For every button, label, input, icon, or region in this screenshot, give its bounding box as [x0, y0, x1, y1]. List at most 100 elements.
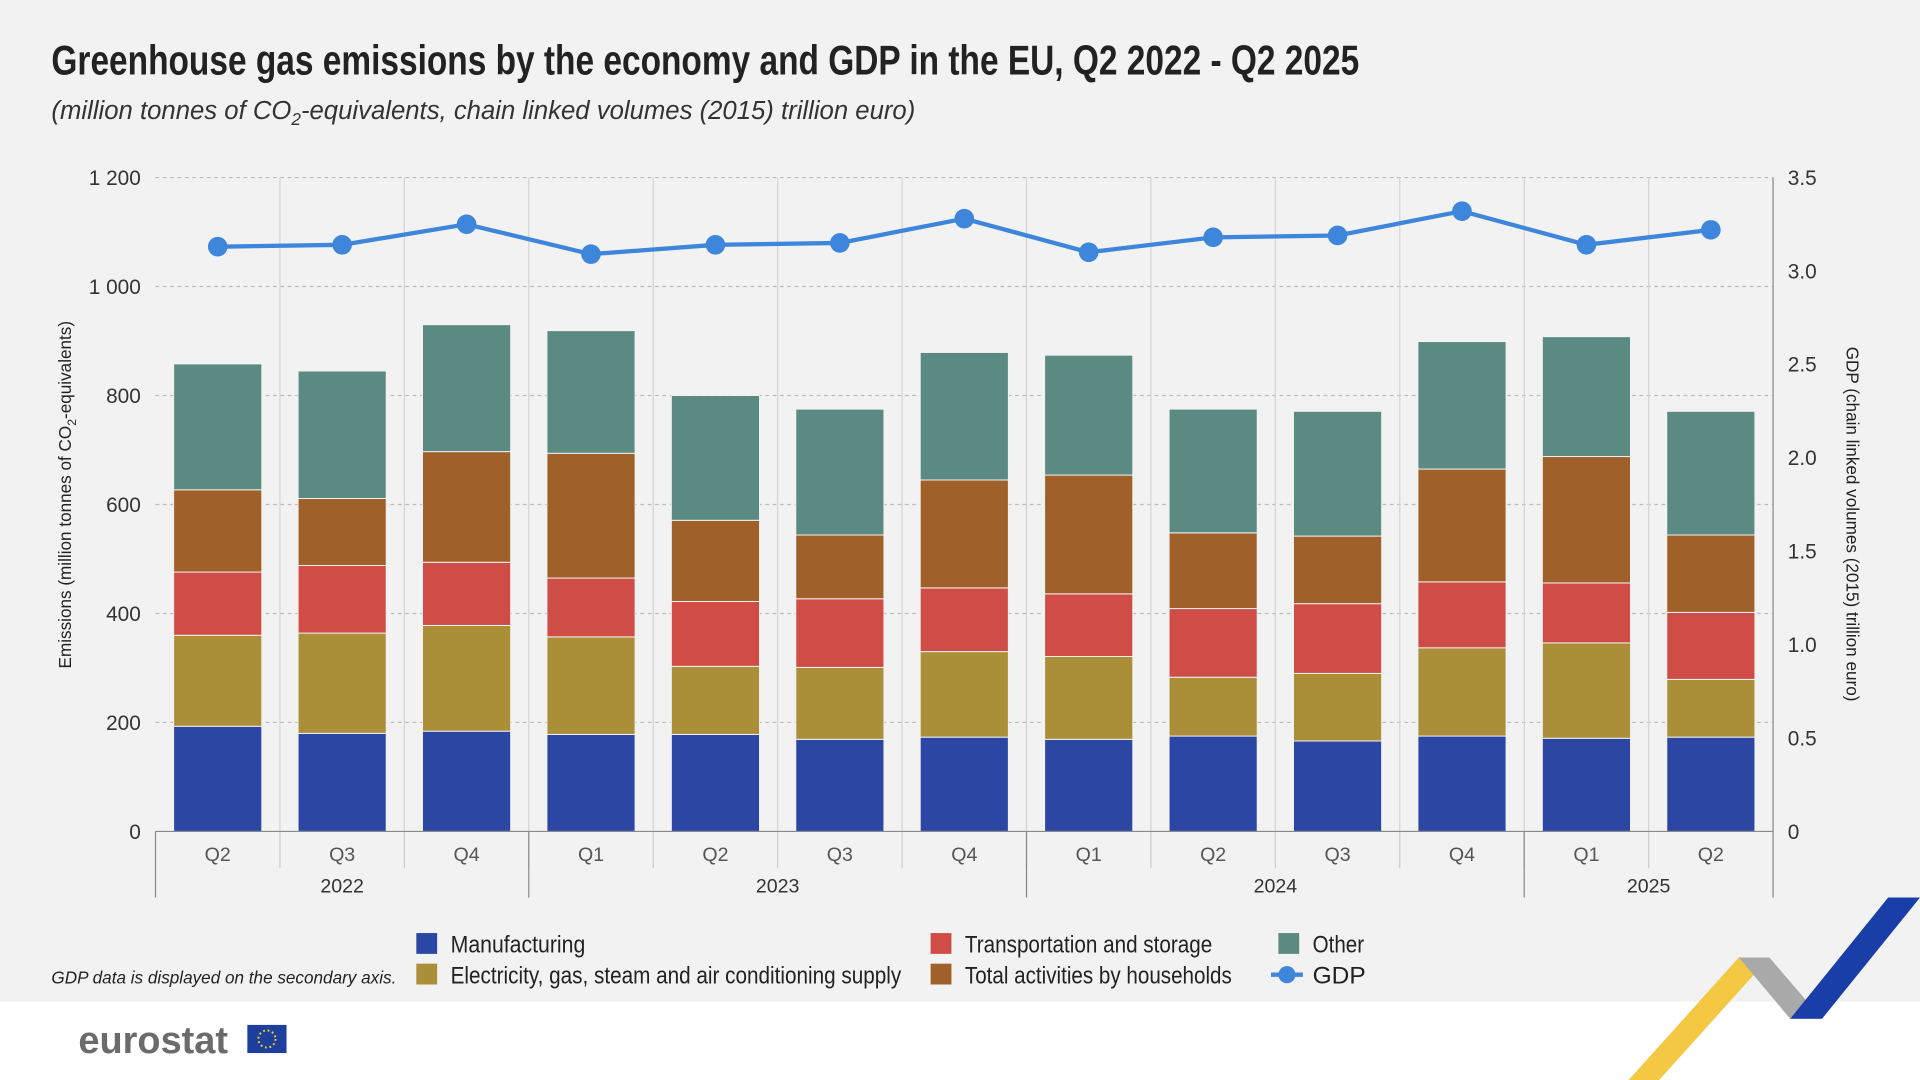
bar-segment [919, 351, 1009, 481]
gdp-point [830, 233, 850, 253]
year-label: 2024 [1254, 876, 1298, 898]
bar-segment [297, 498, 387, 567]
bar-segment [670, 600, 761, 667]
bar-segment [1168, 676, 1258, 737]
bar-segment [546, 452, 636, 579]
x-tick-label: Q4 [1449, 844, 1475, 866]
y-tick-label: 1 200 [89, 167, 141, 190]
bar-segment [1666, 736, 1756, 832]
x-tick-label: Q2 [702, 844, 728, 866]
bar-segment [1044, 474, 1134, 595]
legend-gdp-marker [1278, 966, 1296, 984]
bar-segment [1666, 678, 1756, 738]
bar-segment [546, 636, 636, 735]
bar-segment [1292, 672, 1383, 742]
gdp-point [332, 235, 352, 255]
legend-label: Manufacturing [451, 932, 586, 959]
bar-segment [297, 370, 387, 499]
x-tick-label: Q4 [454, 844, 480, 866]
bar-segment [919, 587, 1009, 653]
eu-flag-icon [247, 1024, 287, 1054]
gdp-point [1452, 201, 1472, 221]
y2-tick-label: 3.0 [1788, 260, 1817, 283]
bar-segment [1417, 647, 1507, 737]
y-tick-label: 1 000 [89, 276, 141, 299]
bar-segment [422, 624, 512, 732]
x-tick-label: Q2 [1698, 844, 1724, 866]
gdp-point [1327, 225, 1348, 246]
bar-segment [1168, 532, 1258, 610]
bar-segment [173, 489, 263, 573]
year-label: 2023 [756, 876, 800, 898]
bar-segment [1541, 642, 1631, 739]
year-label: 2022 [320, 876, 364, 898]
bar-segment [1541, 737, 1631, 832]
bar-segment [1044, 656, 1134, 740]
bar-segment [1292, 535, 1383, 605]
bar-segment [173, 634, 263, 727]
legend-label: Other [1313, 932, 1364, 959]
y2-tick-label: 1.5 [1788, 541, 1817, 564]
bar-segment [297, 732, 387, 832]
gdp-point [954, 208, 975, 229]
gdp-point [456, 214, 477, 235]
bar-segment [1417, 735, 1507, 832]
bar-segment [1168, 608, 1258, 678]
bar-segment [297, 565, 387, 634]
legend-label: GDP [1313, 962, 1366, 989]
bar-segment [919, 479, 1009, 589]
legend-swatch [1278, 933, 1300, 954]
year-label: 2025 [1627, 876, 1671, 898]
bar-segment [173, 725, 263, 832]
y-tick-label: 800 [106, 385, 141, 408]
y-tick-label: 400 [106, 603, 141, 626]
gdp-point [1701, 220, 1721, 240]
bar-segment [1292, 603, 1383, 674]
bar-segment [670, 665, 761, 735]
gdp-point [1576, 235, 1597, 255]
y-tick-label: 600 [106, 494, 141, 517]
bar-segment [670, 733, 761, 832]
x-tick-label: Q4 [951, 844, 977, 866]
bar-segment [297, 632, 387, 734]
bar-segment [1666, 534, 1756, 613]
gdp-note: GDP data is displayed on the secondary a… [51, 967, 396, 987]
y2-tick-label: 1.0 [1788, 634, 1817, 657]
legend-swatch [416, 963, 438, 985]
x-tick-label: Q3 [329, 844, 355, 866]
legend-label: Electricity, gas, steam and air conditio… [451, 962, 902, 989]
bar-segment [1044, 593, 1134, 658]
y2-tick-label: 3.5 [1788, 167, 1817, 190]
bar-segment [1666, 611, 1756, 680]
y2-tick-label: 2.0 [1788, 447, 1817, 470]
bar-segment [795, 598, 885, 668]
gdp-point [581, 244, 601, 264]
decorative-stripes [1628, 897, 1920, 1080]
bar-segment [919, 736, 1009, 832]
bar-segment [422, 451, 512, 563]
x-tick-label: Q1 [1076, 844, 1102, 866]
y-tick-label: 200 [106, 712, 141, 735]
bar-segment [795, 666, 885, 740]
bar-segment [1292, 740, 1383, 832]
bar-segment [422, 324, 512, 453]
gdp-point [705, 235, 726, 255]
bar-segment [1044, 354, 1134, 476]
legend-swatch [930, 963, 952, 985]
chart-subtitle: (million tonnes of CO2-equivalents, chai… [51, 97, 915, 129]
bar-segment [1168, 408, 1258, 534]
y2-tick-label: 0.5 [1788, 727, 1817, 750]
bar-segment [1417, 581, 1507, 649]
gdp-point [1203, 227, 1223, 248]
bar-segment [422, 561, 512, 626]
bar-segment [546, 733, 636, 832]
x-tick-label: Q2 [1200, 844, 1226, 866]
bar-segment [1168, 735, 1258, 832]
y-tick-label: 0 [129, 821, 141, 844]
y-axis-label: Emissions (million tonnes of CO2-equival… [55, 321, 79, 669]
bar-segment [1541, 582, 1631, 644]
logo-text: eurostat [78, 1020, 228, 1062]
gdp-point [1078, 242, 1099, 263]
x-tick-label: Q3 [827, 844, 853, 866]
